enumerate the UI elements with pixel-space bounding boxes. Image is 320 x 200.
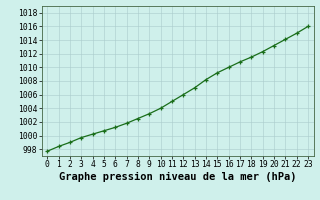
- X-axis label: Graphe pression niveau de la mer (hPa): Graphe pression niveau de la mer (hPa): [59, 172, 296, 182]
